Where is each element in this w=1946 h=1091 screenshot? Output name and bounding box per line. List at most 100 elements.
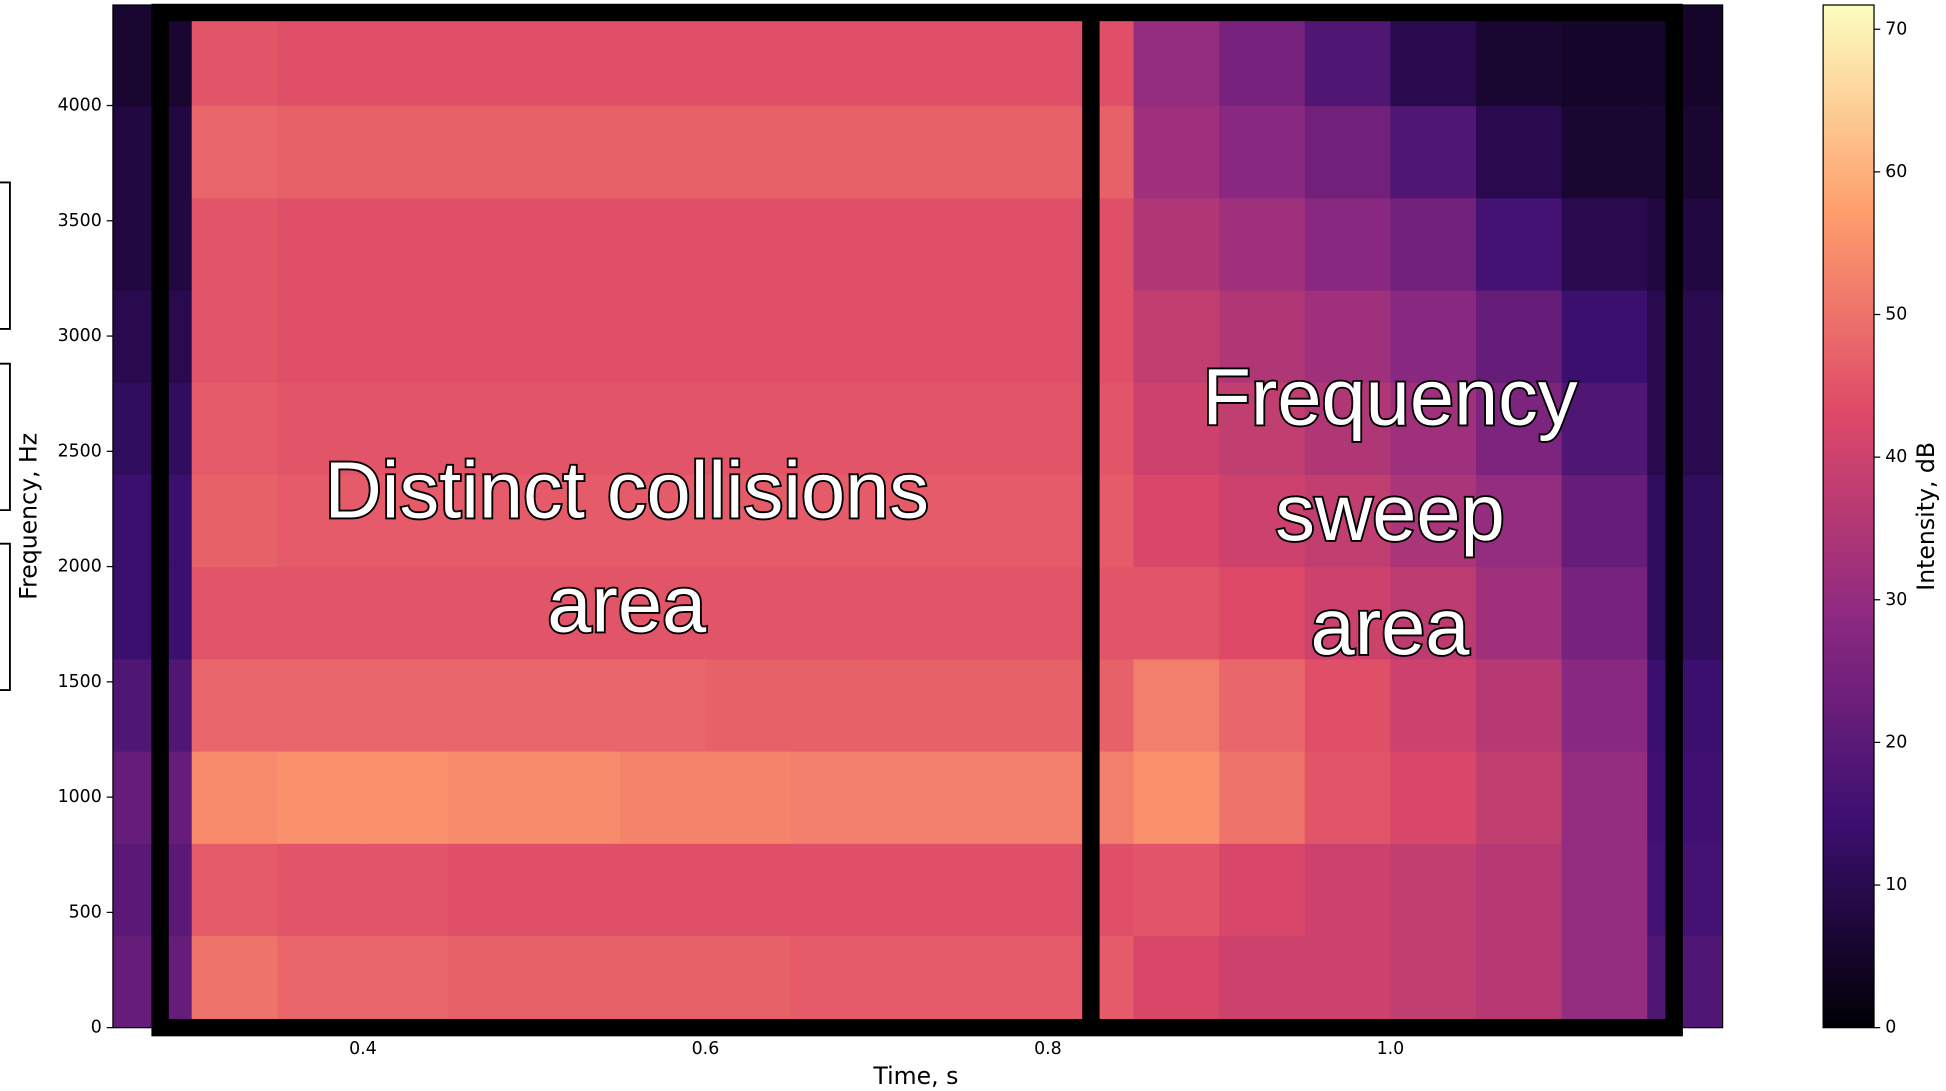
heatmap-cell [534,751,621,844]
heatmap-cell [112,566,193,660]
y-tick-label: 3500 [58,211,102,231]
heatmap-cell [962,751,1049,844]
heatmap-cell [1476,197,1563,291]
heatmap-cell [619,105,707,199]
heatmap-cell [1561,658,1648,752]
heatmap-cell [619,197,707,291]
heatmap-cell [1219,13,1306,107]
heatmap-cell [534,474,621,568]
heatmap-cell [112,105,193,199]
heatmap-cell [1647,13,1723,107]
heatmap-cell [962,474,1049,568]
heatmap-cell [962,289,1049,383]
x-axis-label: Time, s [872,1062,958,1090]
heatmap-cell [705,289,792,383]
heatmap-cell [1133,658,1220,752]
heatmap-cell [362,474,450,568]
annotation-text: sweep [1275,468,1505,557]
annotation-text: Distinct collisions [324,445,929,534]
x-tick-label: 1.0 [1377,1039,1405,1059]
heatmap-cell [277,751,364,844]
heatmap-cell [1390,382,1477,475]
heatmap-cell [705,935,792,1028]
heatmap-cell [1304,935,1392,1028]
heatmap-cell [112,658,193,752]
heatmap-cell [448,658,535,752]
heatmap-cell [448,289,535,383]
heatmap-cell [1476,474,1563,568]
heatmap-cell [112,382,193,475]
y-tick-label: 0 [91,1018,102,1038]
heatmap-cell [705,751,792,844]
heatmap-cell [1304,105,1392,199]
colorbar-label: Intensity, dB [1912,442,1940,591]
heatmap-cell [1647,289,1723,383]
heatmap-cell [1133,105,1220,199]
heatmap-cell [791,566,878,660]
heatmap-cell [962,13,1049,107]
colorbar-tick-label: 20 [1885,732,1907,752]
y-tick-label: 2000 [58,557,102,577]
y-tick-label: 4000 [58,96,102,116]
heatmap-cell [705,197,792,291]
heatmap-cell [962,935,1049,1028]
heatmap-cell [448,13,535,107]
heatmap-cell [112,843,193,937]
heatmap-cell [1390,105,1477,199]
heatmap-cell [1390,935,1477,1028]
heatmap-cell [1304,658,1392,752]
heatmap-cell [534,197,621,291]
heatmap-cell [1304,474,1392,568]
heatmap-cell [112,751,193,844]
heatmap-cell [191,935,278,1028]
heatmap-cell [1219,197,1306,291]
y-tick-label: 500 [69,902,102,922]
heatmap-cell [705,658,792,752]
heatmap-cell [791,751,878,844]
heatmap-cell [619,658,707,752]
heatmap-cell [1133,474,1220,568]
heatmap-cell [277,935,364,1028]
heatmap-cell [191,751,278,844]
heatmap-cell [791,382,878,475]
heatmap-cell [1133,289,1220,383]
heatmap-cell [1561,566,1648,660]
y-tick-label: 1000 [58,787,102,807]
heatmap-cell [191,289,278,383]
heatmap-cell [619,474,707,568]
heatmap-cell [1561,843,1648,937]
heatmap-cell [1647,5,1723,14]
heatmap-cell [791,474,878,568]
heatmap-cell [876,382,963,475]
heatmap-cell [448,566,535,660]
heatmap-cell [1647,197,1723,291]
heatmap-cell [1133,843,1220,937]
heatmap-cell [619,566,707,660]
heatmap-cell [112,197,193,291]
annotation-text: area [1311,582,1471,671]
colorbar-tick-label: 60 [1885,162,1907,182]
heatmap-cell [362,289,450,383]
heatmap-cell [1390,751,1477,844]
annotation-frame [151,3,1683,1037]
heatmap-cell [277,289,364,383]
heatmap-cell [1304,289,1392,383]
heatmap-cell [191,197,278,291]
heatmap-cell [962,566,1049,660]
heatmap-cell [534,13,621,107]
heatmap-cell [1561,935,1648,1028]
y-tick-label: 1500 [58,672,102,692]
heatmap-cell [705,13,792,107]
heatmap-cell [1304,13,1392,107]
side-brackets [0,181,11,692]
heatmap-cell [1561,382,1648,475]
heatmap-cell [1304,843,1392,937]
heatmap-cell [191,382,278,475]
heatmap-cell [1390,843,1477,937]
heatmap-cell [1561,197,1648,291]
heatmap-cell [876,843,963,937]
colorbar-tick-label: 10 [1885,875,1907,895]
annotation-text: Frequency [1202,352,1577,441]
heatmap-cell [277,474,364,568]
